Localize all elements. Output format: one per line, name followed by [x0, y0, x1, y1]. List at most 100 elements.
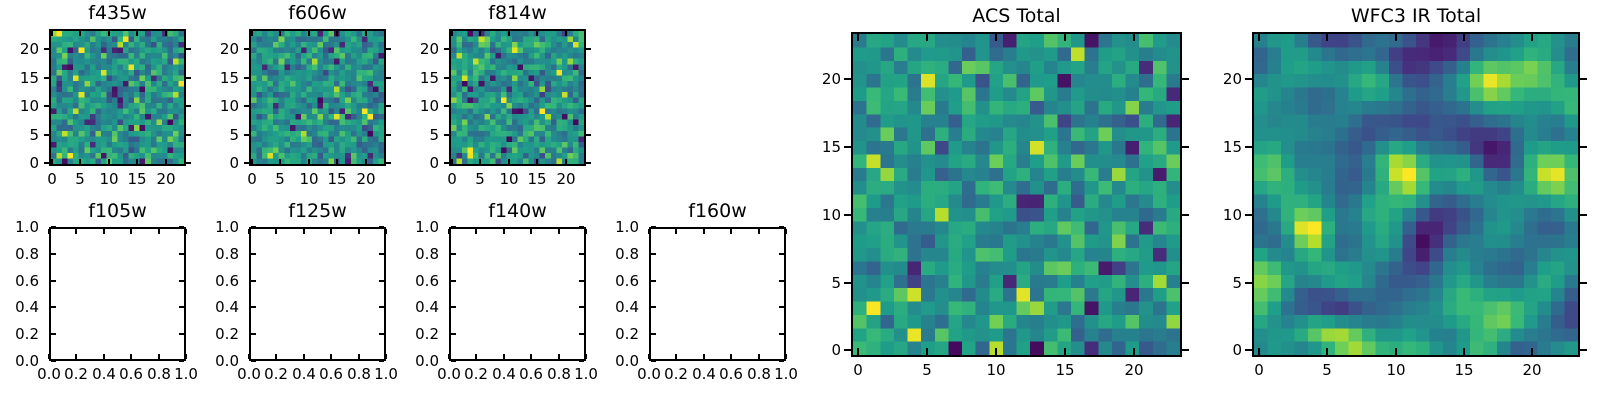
axis-tick — [136, 159, 138, 164]
tick-label: 1.0 — [174, 365, 198, 383]
axis-tick — [336, 159, 338, 164]
tick-label: 0.2 — [664, 365, 688, 383]
axis-tick — [179, 226, 184, 228]
axis-tick — [51, 306, 56, 308]
tick-label: 0.6 — [119, 365, 143, 383]
tick-label: 1.0 — [215, 218, 239, 236]
axis-tick — [579, 333, 584, 335]
tick-label: 20 — [1124, 361, 1144, 379]
tick-label: 5 — [475, 170, 485, 188]
tick-label: 0.4 — [415, 298, 439, 316]
panel-title: f140w — [488, 200, 547, 222]
tick-label: 0.2 — [15, 325, 39, 343]
tick-label: 0.4 — [615, 298, 639, 316]
axis-tick — [379, 306, 384, 308]
axis-tick — [386, 48, 391, 50]
axis-tick — [579, 360, 584, 362]
tick-label: 10 — [1386, 361, 1406, 379]
plot-area — [49, 29, 186, 166]
tick-label: 0.6 — [15, 272, 39, 290]
tick-label: 20 — [1222, 70, 1242, 88]
axis-tick — [185, 229, 187, 234]
axis-tick — [451, 360, 456, 362]
tick-label: 5 — [75, 170, 85, 188]
axis-tick — [926, 34, 928, 41]
tick-label: 5 — [29, 126, 39, 144]
axis-tick — [1531, 34, 1533, 41]
axis-tick — [130, 354, 132, 359]
axis-tick — [451, 31, 453, 36]
axis-tick — [926, 348, 928, 355]
axis-tick — [479, 31, 481, 36]
axis-tick — [503, 229, 505, 234]
axis-tick — [1245, 349, 1252, 351]
axis-tick — [651, 253, 656, 255]
tick-label: 5 — [831, 274, 841, 292]
axis-tick — [444, 77, 449, 79]
tick-label: 0.6 — [319, 365, 343, 383]
axis-tick — [279, 31, 281, 36]
tick-label: 1.0 — [615, 218, 639, 236]
axis-tick — [303, 229, 305, 234]
axis-tick — [51, 159, 53, 164]
axis-tick — [103, 229, 105, 234]
plot-area — [449, 29, 586, 166]
axis-tick — [51, 31, 53, 36]
axis-tick — [251, 280, 256, 282]
axis-tick — [379, 360, 384, 362]
panel-title: f160w — [688, 200, 747, 222]
axis-tick — [508, 31, 510, 36]
axis-tick — [358, 354, 360, 359]
axis-tick — [758, 354, 760, 359]
axis-tick — [244, 162, 249, 164]
axis-tick — [251, 159, 253, 164]
plot-area — [249, 29, 386, 166]
axis-tick — [565, 31, 567, 36]
panel-title: WFC3 IR Total — [1350, 5, 1482, 27]
axis-tick — [51, 333, 56, 335]
axis-tick — [308, 31, 310, 36]
axis-tick — [1395, 348, 1397, 355]
heatmap-image — [51, 31, 184, 164]
tick-label: 0.8 — [15, 245, 39, 263]
tick-label: 15 — [1222, 138, 1242, 156]
tick-label: 15 — [419, 69, 439, 87]
axis-tick — [1326, 34, 1328, 41]
axis-tick — [44, 134, 49, 136]
tick-label: 1.0 — [15, 218, 39, 236]
axis-tick — [558, 229, 560, 234]
tick-label: 0.6 — [519, 365, 543, 383]
tick-label: 0.0 — [15, 352, 39, 370]
axis-tick — [730, 229, 732, 234]
axis-tick — [186, 77, 191, 79]
axis-tick — [451, 306, 456, 308]
tick-label: 0.2 — [64, 365, 88, 383]
tick-label: 20 — [1522, 361, 1542, 379]
heatmap-image — [251, 31, 384, 164]
axis-tick — [158, 229, 160, 234]
tick-label: 0.2 — [415, 325, 439, 343]
axis-tick — [651, 306, 656, 308]
axis-tick — [51, 253, 56, 255]
tick-label: 0.4 — [692, 365, 716, 383]
axis-tick — [251, 306, 256, 308]
tick-label: 20 — [419, 40, 439, 58]
axis-tick — [451, 253, 456, 255]
axis-tick — [1580, 349, 1587, 351]
plot-area — [851, 32, 1182, 357]
axis-tick — [758, 229, 760, 234]
axis-tick — [536, 159, 538, 164]
axis-tick — [1182, 349, 1189, 351]
axis-tick — [1182, 282, 1189, 284]
axis-tick — [1064, 348, 1066, 355]
axis-tick — [248, 229, 250, 234]
axis-tick — [585, 354, 587, 359]
tick-label: 0 — [831, 341, 841, 359]
axis-tick — [1182, 146, 1189, 148]
tick-label: 5 — [275, 170, 285, 188]
axis-tick — [779, 253, 784, 255]
axis-tick — [779, 360, 784, 362]
axis-tick — [179, 280, 184, 282]
axis-tick — [451, 226, 456, 228]
panel-title: f435w — [88, 2, 147, 24]
